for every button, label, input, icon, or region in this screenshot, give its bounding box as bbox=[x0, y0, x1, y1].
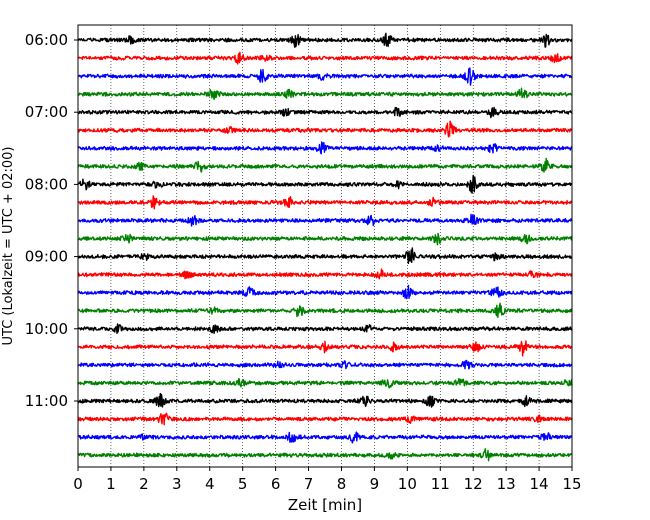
y-tick-label: 10:00 bbox=[25, 320, 68, 338]
trace-0615 bbox=[77, 51, 573, 65]
x-tick-label: 15 bbox=[562, 475, 581, 493]
plot-frame bbox=[77, 24, 573, 468]
x-tick-label: 10 bbox=[398, 475, 417, 493]
trace-0715 bbox=[77, 120, 573, 138]
x-tick-label: 8 bbox=[337, 475, 347, 493]
seismogram-traces bbox=[77, 32, 573, 462]
y-axis-ticks: 06:00 07:00 08:00 09:00 10:00 11:00 bbox=[25, 31, 78, 410]
trace-1100 bbox=[77, 392, 573, 408]
y-axis-label: UTC (Lokalzeit = UTC + 02:00) bbox=[1, 147, 16, 346]
x-tick-label: 1 bbox=[106, 475, 116, 493]
x-tick-label: 0 bbox=[73, 475, 83, 493]
x-tick-label: 4 bbox=[205, 475, 215, 493]
x-tick-label: 12 bbox=[464, 475, 483, 493]
x-tick-label: 11 bbox=[431, 475, 450, 493]
trace-1030 bbox=[77, 359, 573, 370]
trace-0800 bbox=[77, 174, 573, 194]
trace-0845 bbox=[77, 232, 573, 246]
trace-0915 bbox=[77, 268, 573, 280]
trace-1130 bbox=[77, 431, 573, 444]
x-axis-ticks: 0 1 2 3 4 5 6 7 8 9 10 11 12 13 14 15 bbox=[73, 467, 582, 493]
trace-0815 bbox=[77, 195, 573, 210]
trace-0600 bbox=[77, 32, 573, 48]
y-tick-label: 08:00 bbox=[25, 175, 68, 193]
x-tick-label: 5 bbox=[238, 475, 248, 493]
y-tick-label: 07:00 bbox=[25, 103, 68, 121]
trace-1145 bbox=[77, 448, 573, 462]
y-tick-label: 06:00 bbox=[25, 31, 68, 49]
x-axis-label: Zeit [min] bbox=[288, 496, 362, 514]
trace-1000 bbox=[77, 323, 573, 334]
x-tick-label: 9 bbox=[370, 475, 380, 493]
x-tick-label: 14 bbox=[530, 475, 549, 493]
trace-0700 bbox=[77, 106, 573, 119]
x-tick-label: 6 bbox=[271, 475, 281, 493]
trace-0730 bbox=[77, 141, 573, 155]
trace-0745 bbox=[77, 157, 573, 173]
trace-0945 bbox=[77, 302, 573, 318]
trace-1015 bbox=[77, 340, 573, 357]
x-tick-label: 2 bbox=[139, 475, 149, 493]
trace-1045 bbox=[77, 377, 573, 389]
trace-0645 bbox=[77, 87, 573, 101]
y-tick-label: 11:00 bbox=[25, 392, 68, 410]
trace-0930 bbox=[77, 284, 573, 300]
trace-0630 bbox=[77, 67, 573, 86]
x-tick-label: 7 bbox=[304, 475, 314, 493]
y-tick-label: 09:00 bbox=[25, 248, 68, 266]
trace-0900 bbox=[77, 247, 573, 264]
x-tick-label: 13 bbox=[497, 475, 516, 493]
trace-1115 bbox=[77, 412, 573, 426]
x-tick-label: 3 bbox=[172, 475, 182, 493]
trace-0830 bbox=[77, 213, 573, 227]
